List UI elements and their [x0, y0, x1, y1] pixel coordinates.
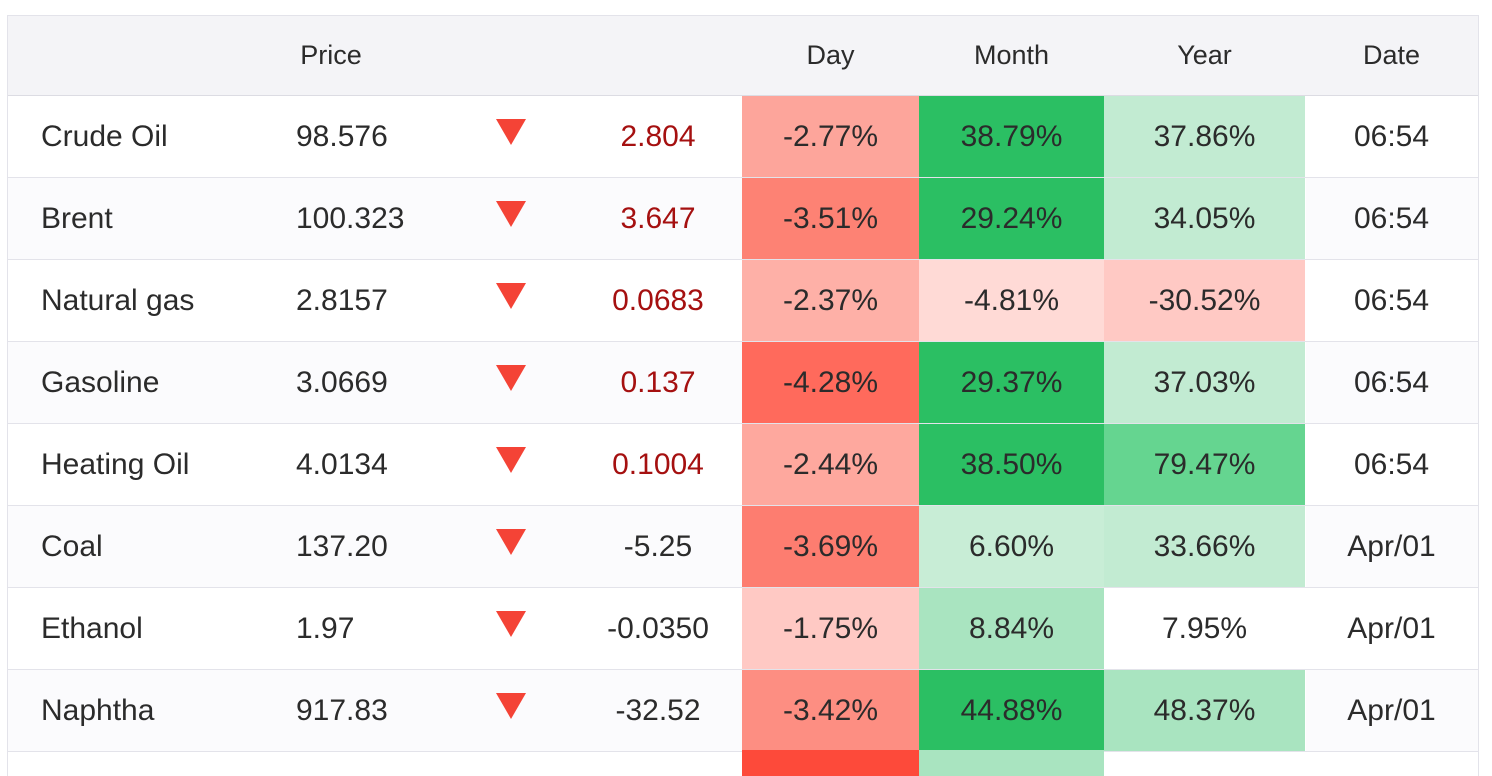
year-percent: 33.66% [1104, 506, 1306, 587]
date-value: 06:54 [1353, 120, 1430, 153]
table-row[interactable]: Heating Oil 4.0134 0.1004 -2.44% 38.50% 79.47… [8, 424, 1478, 506]
day-percent: -4.28% [742, 342, 920, 423]
partial-row-month-cell [919, 750, 1104, 776]
day-percent: -2.37% [742, 260, 920, 341]
change-value: -0.0350 [607, 612, 709, 645]
down-triangle-icon [496, 178, 530, 259]
year-percent: 79.47% [1104, 424, 1306, 505]
change-value: 0.137 [620, 366, 696, 399]
price-value: 100.323 [296, 202, 405, 235]
date-value: 06:54 [1353, 202, 1430, 235]
price-value: 917.83 [296, 694, 388, 727]
down-triangle-icon [496, 260, 530, 341]
date-value: 06:54 [1353, 284, 1430, 317]
price-value: 4.0134 [296, 448, 388, 481]
date-value: Apr/01 [1347, 530, 1436, 563]
commodity-name[interactable]: Coal [41, 530, 103, 563]
commodity-name[interactable]: Brent [41, 202, 113, 235]
commodity-name[interactable]: Gasoline [41, 366, 160, 399]
day-percent: -3.69% [742, 506, 920, 587]
commodity-name[interactable]: Heating Oil [41, 448, 190, 481]
partial-row-day-cell [742, 750, 919, 776]
year-percent: -30.52% [1104, 260, 1306, 341]
month-percent: 8.84% [919, 588, 1105, 669]
month-percent: 6.60% [919, 506, 1105, 587]
price-value: 137.20 [296, 530, 388, 563]
table-row[interactable]: Coal 137.20 -5.25 -3.69% 6.60% 33.66% Apr/01 [8, 506, 1478, 588]
change-value: 0.0683 [612, 284, 704, 317]
year-percent: 37.03% [1104, 342, 1306, 423]
day-percent: -3.51% [742, 178, 920, 259]
header-date[interactable]: Date [1362, 40, 1421, 70]
table-row[interactable]: Crude Oil 98.576 2.804 -2.77% 38.79% 37.86% 06… [8, 96, 1478, 178]
price-value: 3.0669 [296, 366, 388, 399]
date-value: Apr/01 [1347, 612, 1436, 645]
table-header: Price Day Month Year Date [8, 16, 1478, 96]
month-percent: 29.37% [919, 342, 1105, 423]
table-row[interactable]: Naphtha 917.83 -32.52 -3.42% 44.88% 48.37% Apr… [8, 670, 1478, 752]
table-row[interactable]: Brent 100.323 3.647 -3.51% 29.24% 34.05% 06:54 [8, 178, 1478, 260]
header-year[interactable]: Year [1177, 40, 1232, 70]
month-percent: 44.88% [919, 670, 1105, 751]
change-value: 3.647 [620, 202, 696, 235]
down-triangle-icon [496, 424, 530, 505]
commodities-table: Price Day Month Year Date Crude Oil 98.57… [7, 15, 1479, 776]
price-value: 98.576 [296, 120, 388, 153]
down-triangle-icon [496, 588, 530, 669]
date-value: 06:54 [1353, 448, 1430, 481]
month-percent: 38.50% [919, 424, 1105, 505]
year-percent: 48.37% [1104, 670, 1306, 751]
day-percent: -2.44% [742, 424, 920, 505]
month-percent: -4.81% [919, 260, 1105, 341]
down-triangle-icon [496, 96, 530, 177]
change-value: -5.25 [623, 530, 693, 563]
down-triangle-icon [496, 342, 530, 423]
table-row[interactable]: Gasoline 3.0669 0.137 -4.28% 29.37% 37.03% 06:… [8, 342, 1478, 424]
commodity-name[interactable]: Crude Oil [41, 120, 168, 153]
table-row[interactable]: Natural gas 2.8157 0.0683 -2.37% -4.81% -30.5… [8, 260, 1478, 342]
header-day[interactable]: Day [806, 40, 855, 70]
month-percent: 38.79% [919, 96, 1105, 177]
price-value: 2.8157 [296, 284, 388, 317]
change-value: 0.1004 [612, 448, 704, 481]
down-triangle-icon [496, 506, 530, 587]
price-value: 1.97 [296, 612, 355, 645]
change-value: -32.52 [615, 694, 701, 727]
commodity-name[interactable]: Naphtha [41, 694, 155, 727]
date-value: 06:54 [1353, 366, 1430, 399]
commodity-name[interactable]: Natural gas [41, 284, 195, 317]
change-value: 2.804 [620, 120, 696, 153]
year-percent: 37.86% [1104, 96, 1306, 177]
header-month[interactable]: Month [973, 40, 1050, 70]
partial-table-row [8, 750, 1478, 776]
header-price[interactable]: Price [300, 40, 362, 70]
commodity-name[interactable]: Ethanol [41, 612, 143, 645]
month-percent: 29.24% [919, 178, 1105, 259]
day-percent: -2.77% [742, 96, 920, 177]
day-percent: -1.75% [742, 588, 920, 669]
year-percent: 7.95% [1104, 588, 1306, 669]
down-triangle-icon [496, 670, 530, 751]
date-value: Apr/01 [1347, 694, 1436, 727]
year-percent: 34.05% [1104, 178, 1306, 259]
day-percent: -3.42% [742, 670, 920, 751]
table-row[interactable]: Ethanol 1.97 -0.0350 -1.75% 8.84% 7.95% Apr/01 [8, 588, 1478, 670]
